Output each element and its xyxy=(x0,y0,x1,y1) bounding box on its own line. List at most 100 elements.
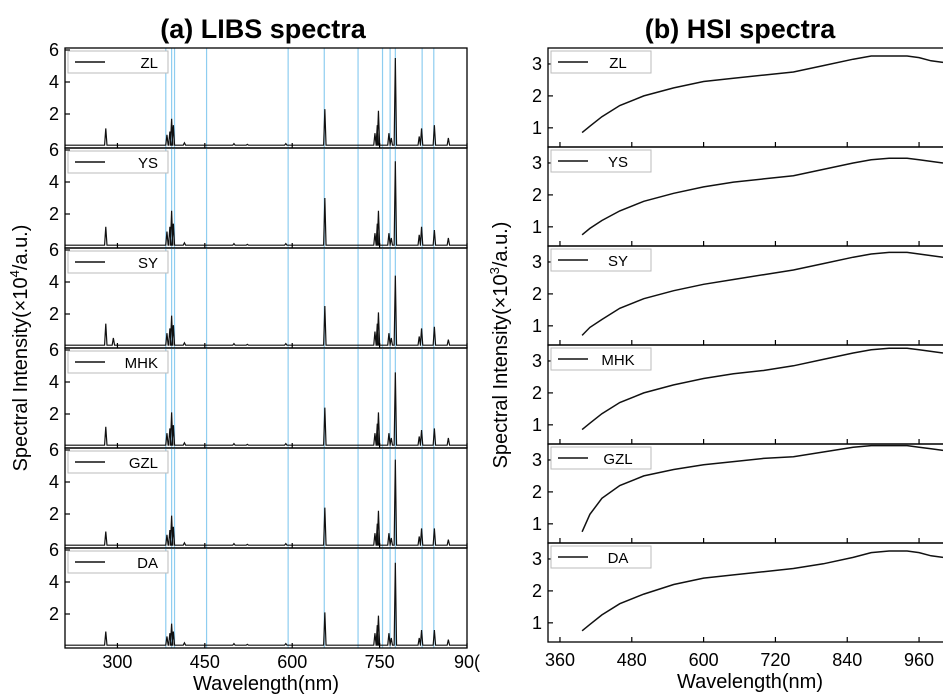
hsi-legend-label-mhk: MHK xyxy=(601,352,634,369)
libs-panel-da: 2 4 6 DA xyxy=(49,540,468,649)
libs-legend-box xyxy=(67,50,169,74)
libs-y-tick-label: 6 xyxy=(49,340,59,360)
libs-y-tick-label: 2 xyxy=(49,504,59,524)
hsi-chart: 1 2 3 ZL 1 2 3 YS 1 2 3 SY 1 2 3 MHK 1 2 3 GZL 1 2 3 DA 360 480 60… xyxy=(487,47,943,693)
libs-legend-label-ys: YS xyxy=(138,155,158,172)
hsi-panel-zl: 1 2 3 ZL xyxy=(532,47,943,148)
hsi-panel-title: (b) HSI spectra xyxy=(645,14,837,44)
libs-spectrum-ys xyxy=(65,161,467,246)
libs-y-tick-label: 2 xyxy=(49,304,59,324)
libs-x-tick-label: 450 xyxy=(190,652,220,672)
hsi-legend-box xyxy=(550,149,652,173)
hsi-y-tick-label: 2 xyxy=(532,86,542,106)
libs-legend-box xyxy=(67,250,169,274)
hsi-y-tick-label: 1 xyxy=(532,217,542,237)
hsi-legend-box xyxy=(550,446,652,470)
hsi-x-tick-label: 600 xyxy=(689,650,719,670)
hsi-y-tick-label: 1 xyxy=(532,316,542,336)
libs-x-axis-label: Wavelength(nm) xyxy=(193,673,339,695)
libs-legend-box xyxy=(67,350,169,374)
hsi-panel-gzl: 1 2 3 GZL xyxy=(532,443,943,544)
hsi-y-tick-label: 1 xyxy=(532,613,542,633)
hsi-x-axis-label: Wavelength(nm) xyxy=(677,671,823,693)
hsi-legend-label-ys: YS xyxy=(608,154,628,171)
hsi-legend-box xyxy=(550,347,652,371)
libs-legend-label-mhk: MHK xyxy=(125,355,158,372)
hsi-legend-label-sy: SY xyxy=(608,253,628,270)
libs-legend-label-gzl: GZL xyxy=(129,455,158,472)
libs-y-tick-label: 2 xyxy=(49,404,59,424)
hsi-legend-label-gzl: GZL xyxy=(603,451,632,468)
libs-spectrum-gzl xyxy=(65,459,467,546)
libs-legend-box xyxy=(67,450,169,474)
libs-chart: 2 4 6 ZL 2 4 6 YS 2 4 6 SY 2 4 6 MHK 2 4 6 GZL 2 4 6 DA 300 450 60… xyxy=(7,40,480,695)
libs-y-tick-label: 2 xyxy=(49,204,59,224)
libs-panel-gzl: 2 4 6 GZL xyxy=(49,440,468,549)
hsi-y-tick-label: 2 xyxy=(532,482,542,502)
libs-y-tick-label: 4 xyxy=(49,572,59,592)
libs-panel-sy: 2 4 6 SY xyxy=(49,240,468,349)
hsi-legend-label-da: DA xyxy=(608,550,629,567)
hsi-y-axis-label: Spectral Intensity(×103/a.u.) xyxy=(487,222,512,469)
hsi-legend-label-zl: ZL xyxy=(609,55,627,72)
libs-x-tick-label: 90( xyxy=(454,652,480,672)
hsi-y-tick-label: 3 xyxy=(532,450,542,470)
libs-y-tick-label: 6 xyxy=(49,240,59,260)
hsi-x-tick-label: 840 xyxy=(832,650,862,670)
libs-legend-label-da: DA xyxy=(137,555,158,572)
hsi-spectrum-zl xyxy=(581,55,943,134)
libs-y-tick-label: 2 xyxy=(49,604,59,624)
libs-spectrum-da xyxy=(65,562,467,646)
libs-panel-zl: 2 4 6 ZL xyxy=(49,40,468,149)
libs-y-axis-label: Spectral Intensity(×104/a.u.) xyxy=(7,225,32,472)
libs-panel-frame-da xyxy=(64,547,468,649)
hsi-y-tick-label: 1 xyxy=(532,415,542,435)
hsi-y-tick-label: 3 xyxy=(532,252,542,272)
libs-y-tick-label: 6 xyxy=(49,440,59,460)
libs-y-tick-label: 6 xyxy=(49,140,59,160)
libs-y-tick-label: 6 xyxy=(49,40,59,60)
hsi-panel-da: 1 2 3 DA xyxy=(532,542,943,643)
libs-x-tick-label: 300 xyxy=(102,652,132,672)
hsi-x-tick-label: 720 xyxy=(760,650,790,670)
hsi-y-tick-label: 1 xyxy=(532,118,542,138)
hsi-spectrum-da xyxy=(581,550,943,632)
hsi-legend-box xyxy=(550,545,652,569)
libs-y-tick-label: 4 xyxy=(49,172,59,192)
hsi-y-tick-label: 2 xyxy=(532,185,542,205)
hsi-y-tick-label: 2 xyxy=(532,284,542,304)
libs-legend-box xyxy=(67,150,169,174)
hsi-y-tick-label: 3 xyxy=(532,549,542,569)
hsi-legend-box xyxy=(550,248,652,272)
libs-panel-ys: 2 4 6 YS xyxy=(49,140,468,249)
libs-x-tick-label: 600 xyxy=(277,652,307,672)
libs-legend-box xyxy=(67,550,169,574)
libs-y-tick-label: 4 xyxy=(49,272,59,292)
hsi-y-tick-label: 3 xyxy=(532,351,542,371)
libs-spectrum-zl xyxy=(65,57,467,146)
hsi-spectrum-sy xyxy=(581,251,943,336)
libs-spectrum-sy xyxy=(65,275,467,346)
hsi-panel-mhk: 1 2 3 MHK xyxy=(532,344,943,445)
libs-panel-mhk: 2 4 6 MHK xyxy=(49,340,468,449)
libs-y-tick-label: 6 xyxy=(49,540,59,560)
libs-x-tick-label: 750 xyxy=(365,652,395,672)
hsi-legend-box xyxy=(550,50,652,74)
hsi-panel-ys: 1 2 3 YS xyxy=(532,146,943,247)
hsi-panel-sy: 1 2 3 SY xyxy=(532,245,943,346)
hsi-y-tick-label: 3 xyxy=(532,54,542,74)
hsi-x-tick-label: 480 xyxy=(617,650,647,670)
hsi-y-tick-label: 1 xyxy=(532,514,542,534)
libs-y-tick-label: 4 xyxy=(49,72,59,92)
libs-legend-label-zl: ZL xyxy=(140,55,158,72)
libs-spectrum-mhk xyxy=(65,372,467,446)
hsi-x-tick-label: 360 xyxy=(545,650,575,670)
libs-panel-title: (a) LIBS spectra xyxy=(160,14,367,44)
hsi-y-tick-label: 3 xyxy=(532,153,542,173)
hsi-spectrum-gzl xyxy=(581,444,943,533)
hsi-panel-frame-da xyxy=(547,542,943,643)
libs-y-tick-label: 4 xyxy=(49,372,59,392)
hsi-y-tick-label: 2 xyxy=(532,383,542,403)
hsi-spectrum-ys xyxy=(581,157,943,236)
